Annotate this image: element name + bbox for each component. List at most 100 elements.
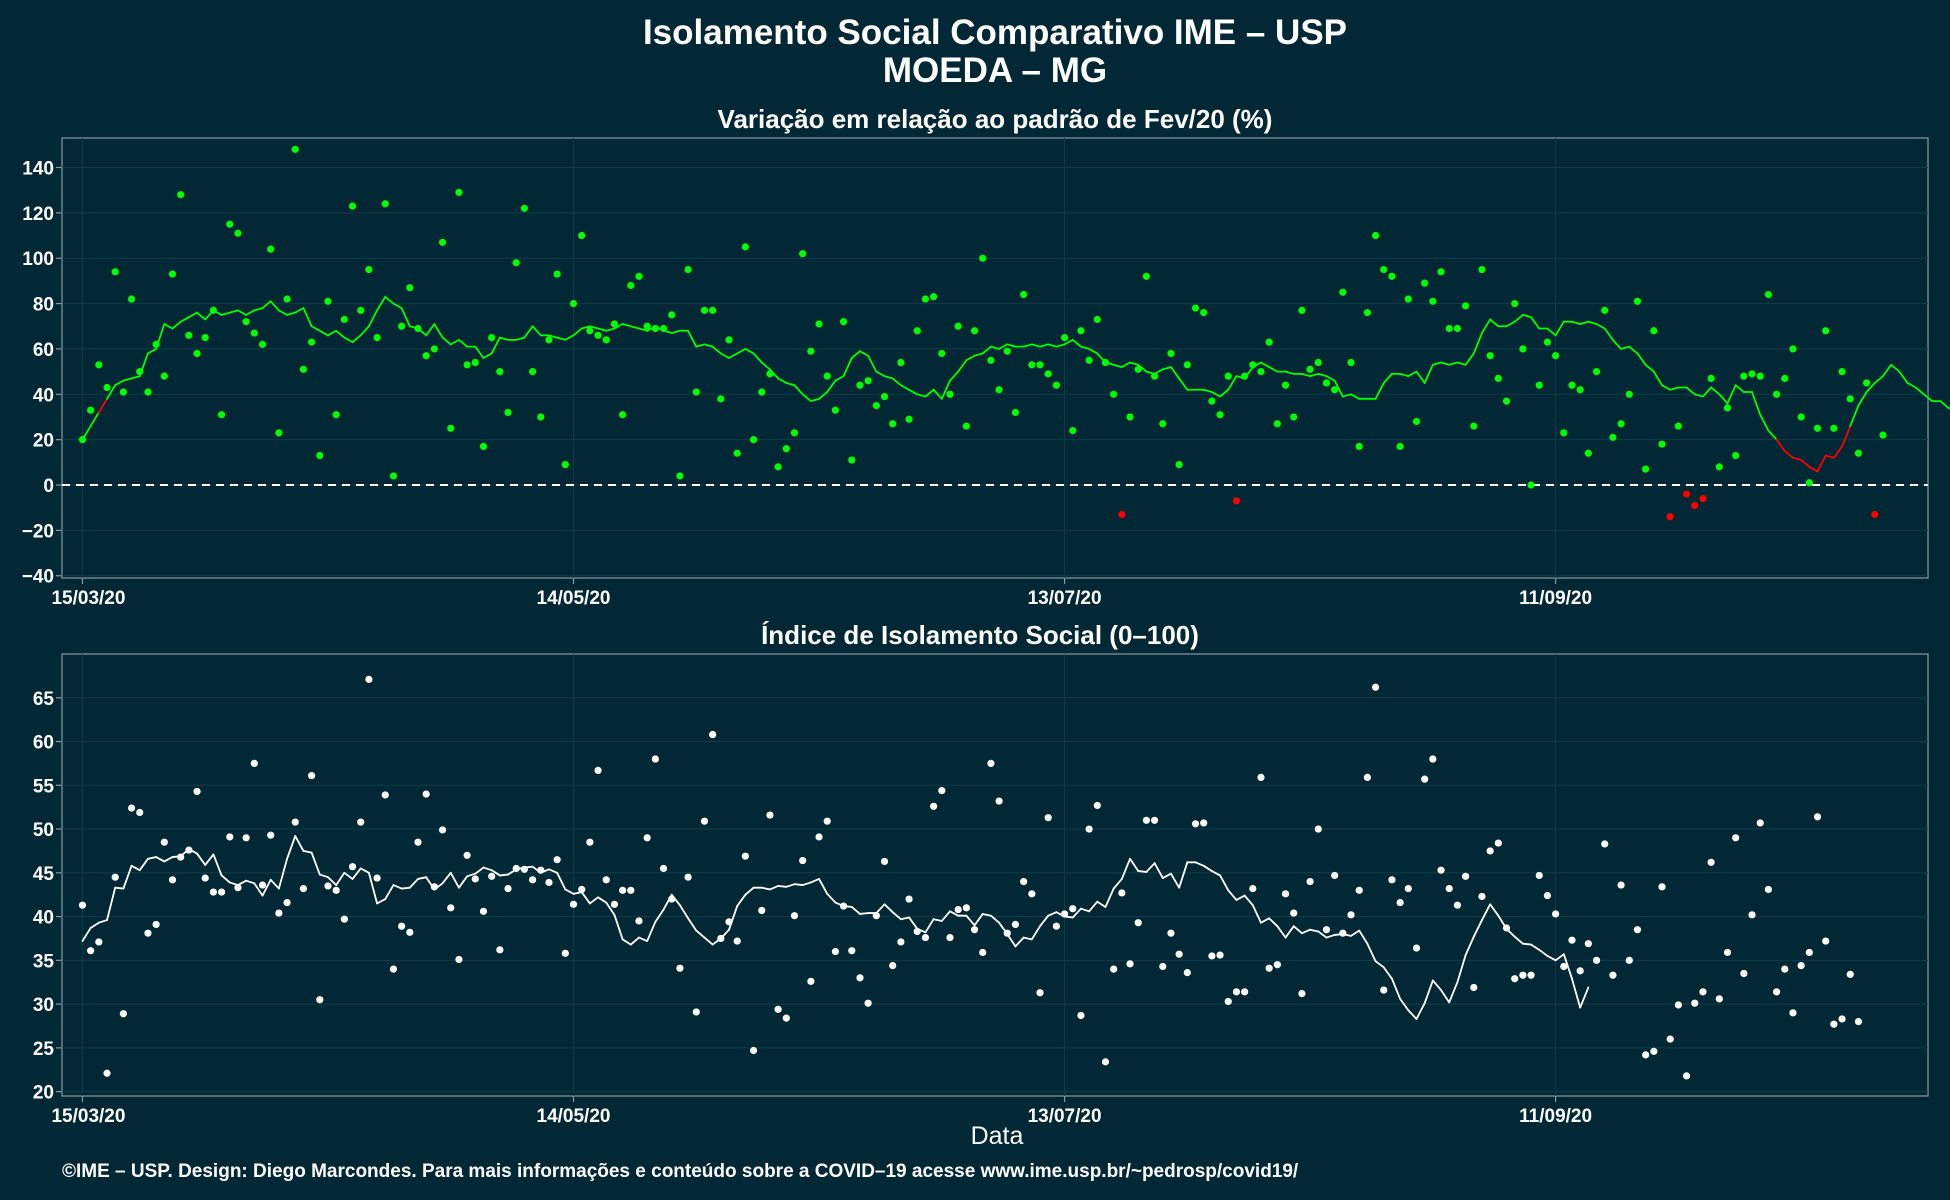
chart-index-point (905, 895, 913, 903)
chart-variation-x-tick-label: 15/03/20 (51, 588, 125, 609)
chart-variation-point (1674, 422, 1682, 430)
chart-variation-point (1781, 374, 1789, 383)
chart-index-trend-segment (196, 852, 207, 866)
chart-index-point (1830, 1020, 1838, 1028)
chart-variation-point (1183, 361, 1191, 369)
chart-variation-point (1625, 390, 1633, 398)
chart-index-trend-segment (981, 913, 992, 917)
chart-variation-point (1036, 361, 1044, 369)
chart-variation-point (1552, 352, 1560, 360)
chart-variation-trend-segment (777, 377, 788, 384)
chart-index-point (1797, 961, 1805, 970)
chart-index-trend-segment (1448, 981, 1459, 1004)
chart-index-trend-segment (466, 872, 477, 878)
chart-index-point (889, 961, 897, 970)
chart-index-trend-segment (318, 873, 329, 879)
chart-variation-point (1150, 372, 1159, 380)
chart-variation-trend-segment (1350, 393, 1361, 400)
chart-variation-point (217, 411, 226, 419)
chart-index-point (1511, 975, 1519, 983)
chart-variation-point (1069, 426, 1077, 435)
chart-index-trend-segment (1407, 1009, 1418, 1020)
chart-index-point (1150, 816, 1159, 824)
chart-variation-trend-segment (793, 384, 804, 396)
chart-variation-point (406, 284, 414, 292)
chart-variation-point (545, 336, 553, 344)
chart-variation-trend-segment (728, 352, 739, 359)
chart-variation-trend-segment (220, 311, 231, 316)
chart-index-point (316, 996, 324, 1004)
chart-variation-point (1216, 411, 1224, 419)
chart-variation-point (1740, 372, 1748, 380)
chart-variation-trend-segment (286, 311, 297, 316)
chart-variation-trend-segment (490, 336, 501, 355)
chart-variation-point (1543, 338, 1552, 346)
chart-variation-point (1560, 429, 1568, 437)
chart-variation-trend-segment (949, 370, 960, 382)
chart-variation-trend-segment (556, 336, 567, 341)
chart-variation-point (790, 429, 799, 437)
chart-index-point (938, 786, 946, 795)
chart-variation-point (1126, 413, 1134, 421)
chart-variation-trend-segment (1579, 320, 1590, 325)
chart-index-point (463, 851, 471, 859)
chart-variation-panel: Variação em relação ao padrão de Fev/20 … (22, 104, 1950, 609)
chart-index-trend-segment (1374, 960, 1385, 969)
chart-index-trend-segment (850, 906, 861, 915)
chart-variation-trend-segment (695, 343, 706, 348)
chart-index-trend-segment (335, 871, 346, 886)
chart-index-point (1666, 1035, 1674, 1043)
chart-variation-point (1388, 272, 1396, 280)
chart-index-point (586, 838, 594, 846)
chart-variation-trend-segment (1751, 391, 1762, 416)
chart-index-trend-segment (1071, 907, 1082, 919)
chart-index-point (831, 947, 840, 956)
chart-variation-trend-segment (228, 309, 239, 314)
chart-variation-trend-segment (932, 388, 943, 400)
chart-variation-point (1822, 327, 1830, 335)
chart-index-x-axis-label: Data (971, 1122, 1024, 1150)
chart-variation-point (242, 318, 250, 326)
chart-variation-point (185, 331, 193, 339)
chart-variation-trend-segment (1939, 400, 1950, 409)
chart-index-point (635, 917, 643, 925)
chart-variation-point (1871, 510, 1879, 519)
chart-index-trend-segment (400, 886, 411, 890)
chart-index-point (725, 918, 733, 926)
chart-variation-point (1339, 288, 1347, 296)
chart-variation-trend-segment (957, 359, 968, 373)
chart-index-trend-segment (990, 914, 1000, 924)
chart-index-trend-segment (474, 866, 485, 875)
chart-variation-point (1314, 358, 1322, 367)
chart-index-trend-segment (580, 891, 591, 905)
chart-variation-trend-segment (498, 336, 509, 341)
chart-variation-trend-segment (359, 325, 370, 337)
chart-index-point (578, 885, 586, 894)
chart-index-trend-segment (1194, 861, 1205, 867)
chart-index-trend-segment (1170, 872, 1181, 889)
chart-variation-point (340, 315, 348, 324)
chart-variation-trend-segment (1039, 343, 1050, 348)
chart-variation-trend-segment (1309, 372, 1320, 378)
chart-variation-trend-segment (179, 316, 190, 323)
chart-variation-trend-segment (1612, 338, 1622, 350)
chart-index-point (1748, 911, 1756, 919)
chart-variation-trend-segment (1914, 386, 1925, 396)
chart-variation-point (823, 372, 831, 380)
chart-variation-point (1363, 309, 1371, 317)
chart-variation-x-tick-label: 13/07/20 (1028, 588, 1102, 609)
chart-variation-point (1331, 386, 1339, 394)
chart-index-trend-segment (458, 875, 469, 889)
chart-index-point (962, 904, 970, 912)
chart-variation-trend-segment (1587, 320, 1598, 325)
chart-index-trend-segment (1521, 942, 1532, 946)
chart-index-trend-segment (899, 916, 910, 921)
chart-index-point (373, 874, 381, 882)
chart-variation-trend-segment (1644, 363, 1655, 373)
chart-index-point (193, 787, 201, 796)
chart-index-trend-segment (654, 908, 665, 923)
chart-index-point (87, 947, 95, 955)
chart-index-point (455, 955, 463, 964)
chart-index-trend-segment (89, 921, 100, 929)
chart-variation-point (1077, 327, 1085, 335)
